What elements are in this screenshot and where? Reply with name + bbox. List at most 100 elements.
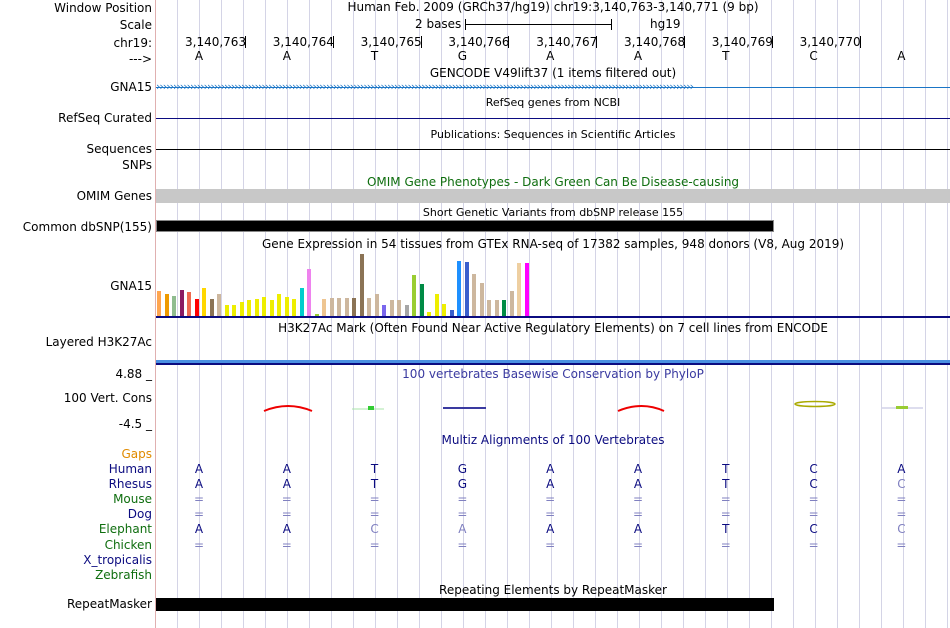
species-label-rhesus[interactable]: Rhesus [108,477,152,492]
cons-glyphs[interactable] [156,398,950,414]
gtex-tissue-bar[interactable] [209,299,214,316]
gtex-tissue-bar[interactable] [254,299,259,316]
gtex-tissue-bar[interactable] [389,300,394,316]
gtex-tissue-bar[interactable] [382,305,386,316]
gtex-tissue-bar[interactable] [352,298,356,316]
gtex-tissue-bar[interactable] [292,299,296,316]
species-label-x_tropicalis[interactable]: X_tropicalis [83,552,152,567]
gtex-tissue-bar[interactable] [337,298,341,316]
gtex-tissue-bar[interactable] [232,305,236,316]
ruler-tick [508,36,510,48]
gtex-tissue-bar[interactable] [472,274,476,316]
alignment-base: A [194,522,204,537]
repeatmasker-track-label[interactable]: RepeatMasker [66,597,152,611]
omim-track-title: OMIM Gene Phenotypes - Dark Green Can Be… [366,175,740,189]
gtex-tissue-bar[interactable] [322,299,326,316]
gtex-tissue-bar[interactable] [224,305,229,316]
gtex-tissue-bar[interactable] [502,300,506,316]
gtex-tissue-bar[interactable] [464,262,469,316]
gtex-tissue-bar[interactable] [442,304,446,316]
species-label-elephant[interactable]: Elephant [98,522,152,537]
gtex-tissue-bar[interactable] [157,291,161,316]
dbsnp-track-label[interactable]: Common dbSNP(155) [22,220,152,234]
species-label-chicken[interactable]: Chicken [104,537,152,552]
gtex-bar-chart[interactable] [156,252,556,316]
alignment-base: = [369,507,380,522]
gtex-tissue-bar[interactable] [412,275,416,316]
species-label-mouse[interactable]: Mouse [113,492,152,507]
track-display-area[interactable]: Human Feb. 2009 (GRCh37/hg19) chr19:3,14… [156,0,950,628]
gtex-tissue-bar[interactable] [359,254,364,316]
gtex-tissue-bar[interactable] [397,300,401,316]
gtex-tissue-bar[interactable] [164,294,169,316]
species-label-human[interactable]: Human [108,462,152,476]
gtex-tissue-bar[interactable] [457,261,461,316]
cons-peak-6 [617,405,665,412]
refseq-gene-line[interactable] [156,118,950,119]
snps-track-label[interactable]: SNPs [122,158,152,172]
window-position-label[interactable]: Window Position [54,1,152,15]
gtex-track-label[interactable]: GNA15 [110,279,152,293]
gtex-tissue-bar[interactable] [367,298,371,316]
alignment-base: = [545,507,556,522]
gencode-gene-line[interactable] [156,87,950,88]
gtex-tissue-bar[interactable] [509,291,514,316]
species-label-zebrafish[interactable]: Zebrafish [95,567,152,582]
gtex-tissue-bar[interactable] [239,302,244,316]
gtex-tissue-bar[interactable] [247,300,251,316]
alignment-base: A [282,522,291,537]
h3k27ac-track-label[interactable]: Layered H3K27Ac [45,335,152,349]
alignment-base: = [193,507,205,522]
omim-track-label[interactable]: OMIM Genes [76,189,152,203]
gtex-tissue-bar[interactable] [419,284,424,316]
refseq-track-label[interactable]: RefSeq Curated [58,111,152,125]
gtex-tissue-bar[interactable] [217,294,221,316]
gtex-tissue-bar[interactable] [524,263,529,316]
alignment-base: A [546,522,555,537]
gtex-tissue-bar[interactable] [269,300,274,316]
publications-line[interactable] [156,149,950,150]
alignment-base: = [457,492,468,507]
gtex-tissue-bar[interactable] [314,314,319,316]
gtex-tissue-bar[interactable] [344,298,349,316]
omim-gene-bar[interactable] [156,189,950,203]
cons-track-label[interactable]: 100 Vert. Cons [63,391,152,405]
gtex-tissue-bar[interactable] [194,299,199,316]
gtex-tissue-bar[interactable] [187,292,191,316]
gtex-tissue-bar[interactable] [172,296,176,316]
gtex-tissue-bar[interactable] [329,298,334,316]
alignment-base: = [720,507,731,522]
gtex-tissue-bar[interactable] [434,294,439,316]
gencode-track-label[interactable]: GNA15 [110,80,152,94]
gtex-tissue-bar[interactable] [494,300,499,316]
chrom-label[interactable]: chr19: [113,36,152,50]
alignment-base: C [809,462,818,476]
ruler-tick [684,36,685,48]
gtex-tissue-bar[interactable] [179,290,184,316]
gtex-tissue-bar[interactable] [404,305,409,316]
scale-label[interactable]: Scale [119,18,152,32]
species-label-dog[interactable]: Dog [127,507,152,522]
gtex-tissue-bar[interactable] [449,310,454,316]
cons-track-title: 100 vertebrates Basewise Conservation by… [402,367,704,381]
reference-base: A [897,49,906,63]
refseq-track-title: RefSeq genes from NCBI [485,96,621,109]
gtex-tissue-bar[interactable] [299,288,304,316]
strand-label[interactable]: ---> [128,52,152,66]
gtex-tissue-bar[interactable] [517,263,521,316]
gtex-tissue-bar[interactable] [307,269,311,316]
gtex-tissue-bar[interactable] [277,294,281,316]
gtex-tissue-bar[interactable] [427,312,431,316]
gtex-tissue-bar[interactable] [262,297,266,316]
gtex-tissue-bar[interactable] [284,297,289,316]
dbsnp-feature-bar[interactable] [156,220,774,232]
gtex-tissue-bar[interactable] [479,283,484,316]
gtex-tissue-bar[interactable] [487,300,491,316]
alignment-base: = [808,537,819,552]
alignment-base: = [632,507,644,522]
gtex-tissue-bar[interactable] [374,294,379,316]
publications-track-label[interactable]: Sequences [86,142,152,156]
repeatmasker-bar[interactable] [156,598,774,611]
h3k27ac-signal[interactable] [156,360,950,363]
gtex-tissue-bar[interactable] [202,288,206,316]
